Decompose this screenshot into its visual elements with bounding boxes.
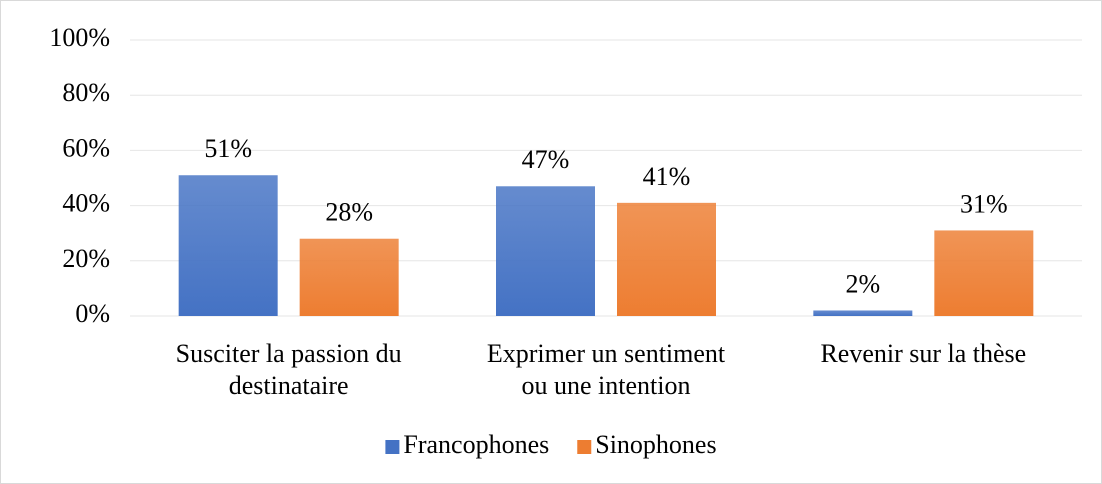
bar (299, 238, 399, 316)
bar (496, 186, 595, 316)
y-tick-label: 20% (62, 244, 110, 273)
x-tick-label: Exprimer un sentiment ou une intention (487, 339, 726, 400)
y-tick-label: 40% (62, 189, 110, 218)
legend-swatch (577, 440, 592, 454)
legend-label: Francophones (403, 430, 549, 459)
y-tick-label: 100% (49, 23, 110, 52)
data-label: 2% (845, 269, 880, 298)
data-label: 51% (204, 134, 252, 163)
bar (617, 202, 716, 316)
bar (178, 175, 278, 316)
y-tick-label: 60% (62, 133, 110, 162)
y-tick-label: 0% (75, 299, 110, 328)
data-label: 47% (522, 145, 570, 174)
bar (813, 310, 913, 316)
bar (934, 230, 1034, 316)
x-tick-label: Revenir sur la thèse (820, 339, 1026, 368)
y-tick-label: 80% (62, 78, 110, 107)
legend-label: Sinophones (595, 430, 716, 459)
x-tick-label: Susciter la passion du destinataire (176, 339, 402, 400)
data-label: 31% (960, 189, 1008, 218)
data-label: 41% (643, 162, 691, 191)
legend-swatch (385, 440, 400, 454)
data-label: 28% (325, 198, 373, 227)
